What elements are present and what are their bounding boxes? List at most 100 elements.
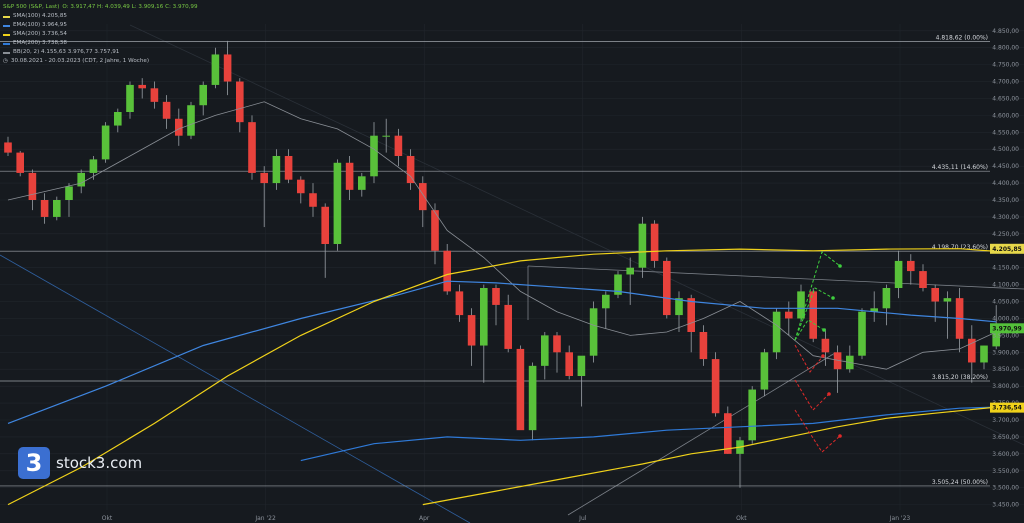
price-tag-label: 3.736,54 — [992, 405, 1022, 412]
candle-body — [321, 206, 329, 244]
indicator-swatch — [3, 24, 10, 27]
candle-body — [894, 260, 903, 288]
candle-body — [480, 288, 488, 346]
candle-body — [724, 413, 732, 454]
indicator-line-ema100 — [7, 280, 997, 424]
candle-body — [16, 152, 24, 173]
candle-body — [284, 156, 293, 180]
indicator-label: SMA(200) 3.736,54 — [13, 31, 67, 37]
period-label: 30.08.2021 - 20.03.2023 (CDT, 2 Jahre, 1… — [10, 58, 150, 64]
indicator-line-ema200 — [300, 406, 997, 462]
candle-body — [162, 101, 171, 119]
candle-body — [858, 311, 866, 356]
price-tag-label: 3.970,99 — [992, 325, 1022, 332]
candle-body — [907, 260, 915, 272]
indicator-label: BB(20, 2) 4.155,63 3.976,77 3.757,91 — [13, 49, 120, 55]
candle-body — [797, 291, 805, 319]
candle-body — [431, 210, 439, 251]
y-tick-label: 4.050,00 — [992, 299, 1019, 306]
y-tick-label: 3.550,00 — [992, 468, 1019, 475]
retracement-label: 4.198,70 (23.60%) — [932, 244, 988, 251]
indicator-row: SMA(100) 4.205,85 — [3, 12, 198, 21]
legend-period-row: ◷ 30.08.2021 - 20.03.2023 (CDT, 2 Jahre,… — [3, 57, 198, 66]
y-tick-label: 4.800,00 — [992, 45, 1019, 52]
retracement-label: 4.818,62 (0.00%) — [936, 34, 988, 41]
trend-lines — [0, 24, 1024, 523]
candle-body — [333, 162, 342, 244]
y-tick-label: 3.800,00 — [992, 383, 1019, 390]
candle-body — [528, 365, 537, 431]
y-tick-label: 4.750,00 — [992, 62, 1019, 69]
indicator-swatch — [3, 15, 10, 18]
candle-body — [614, 274, 622, 295]
candle-body — [309, 193, 317, 207]
logo-text: stock3.com — [56, 454, 143, 472]
retracement-label: 3.815,20 (38.20%) — [932, 374, 988, 381]
candle-body — [553, 335, 561, 353]
scenario-arrows — [794, 251, 842, 453]
indicator-line-sma200b — [422, 406, 997, 506]
candle-body — [382, 135, 390, 137]
candle-body — [455, 291, 464, 316]
indicator-row: EMA(100) 3.964,95 — [3, 21, 198, 30]
clock-icon: ◷ — [3, 58, 8, 64]
indicator-legend: SMA(100) 4.205,85 EMA(100) 3.964,95 SMA(20… — [3, 12, 198, 57]
resistance-line — [527, 265, 1024, 290]
scenario-arrow — [794, 251, 841, 341]
indicator-label: SMA(100) 4.205,85 — [13, 13, 67, 19]
candle-body — [272, 156, 281, 184]
y-tick-label: 3.650,00 — [992, 434, 1019, 441]
indicator-row: EMA(200) 3.738,38 — [3, 39, 198, 48]
indicator-line-bb — [7, 101, 997, 370]
candlestick-series — [4, 40, 1000, 488]
ohlc-values: O: 3.917,47 H: 4.039,49 L: 3.909,16 C: 3… — [62, 4, 198, 10]
candle-body — [504, 304, 512, 349]
moving-averages — [7, 101, 997, 506]
candle-body — [297, 179, 305, 194]
candle-body — [101, 125, 110, 160]
candle-body — [345, 162, 354, 190]
candle-body — [211, 54, 220, 85]
price-axis: 4.850,00 4.800,00 4.750,00 4.700,00 4.650,00… — [992, 28, 1019, 509]
x-tick-label: Jul — [578, 515, 587, 522]
y-tick-label: 4.100,00 — [992, 282, 1019, 289]
candle-body — [77, 172, 85, 187]
candle-body — [602, 294, 610, 309]
candle-body — [248, 122, 256, 173]
x-tick-label: Okt — [736, 515, 747, 522]
y-tick-label: 3.850,00 — [992, 366, 1019, 373]
candle-body — [675, 298, 683, 316]
candle-body — [968, 338, 976, 363]
candle-body — [699, 332, 708, 360]
scenario-arrow — [794, 379, 830, 411]
candle-body — [358, 176, 366, 190]
indicator-swatch — [3, 33, 10, 36]
logo-mark: 3 — [18, 447, 50, 479]
candle-body — [53, 200, 61, 217]
indicator-label: EMA(200) 3.738,38 — [13, 40, 67, 46]
y-tick-label: 4.300,00 — [992, 214, 1019, 221]
x-tick-label: Jan '23 — [889, 515, 911, 522]
y-tick-label: 3.600,00 — [992, 451, 1019, 458]
candle-body — [541, 335, 549, 366]
candle-body — [760, 352, 769, 390]
candle-body — [943, 298, 952, 302]
candle-body — [126, 84, 134, 112]
candle-body — [516, 348, 525, 431]
scenario-arrow-head — [821, 354, 825, 358]
indicator-swatch — [3, 51, 10, 54]
x-tick-label: Jan '22 — [254, 515, 276, 522]
time-axis: Okt Jan '22 Apr Jul Okt Jan '23 — [102, 515, 911, 522]
scenario-arrow — [794, 287, 834, 341]
indicator-label: EMA(100) 3.964,95 — [13, 22, 67, 28]
y-tick-label: 3.900,00 — [992, 349, 1019, 356]
candle-body — [419, 183, 427, 211]
candle-body — [882, 288, 891, 309]
indicator-swatch — [3, 42, 10, 45]
candle-body — [4, 142, 12, 153]
y-tick-label: 4.250,00 — [992, 231, 1019, 238]
candle-body — [236, 81, 244, 123]
candle-body — [223, 54, 232, 82]
